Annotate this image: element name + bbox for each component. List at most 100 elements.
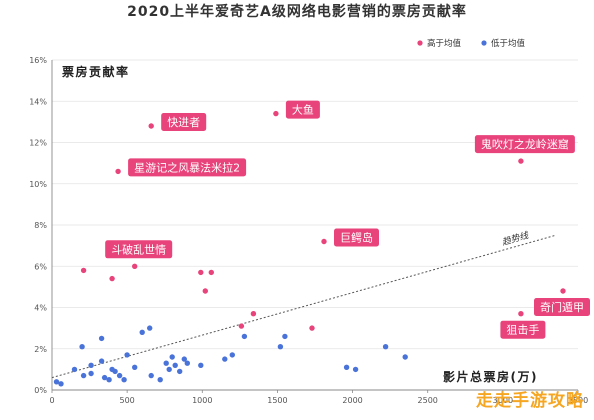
data-point-low (88, 370, 94, 377)
point-label: 鬼吹灯之龙岭迷窟 (474, 135, 575, 154)
data-point-low (184, 360, 190, 366)
y-axis-title: 票房贡献率 (62, 64, 130, 79)
trend-line (51, 234, 556, 379)
data-point-low (79, 344, 85, 350)
data-point-low (139, 329, 145, 335)
trend-line-label: 趋势线 (501, 230, 531, 248)
data-point-low (80, 372, 87, 379)
point-label-box (534, 298, 590, 316)
data-point-low (112, 368, 118, 375)
point-label: 巨鳄岛 (334, 228, 379, 247)
legend: 高于均值 低于均值 (417, 38, 526, 49)
point-label-box (500, 320, 546, 339)
data-point-low (148, 372, 154, 379)
data-point-low (282, 333, 288, 340)
data-point-low (229, 352, 235, 358)
point-label-text: 斗破乱世情 (111, 242, 166, 256)
data-point-low (98, 358, 105, 364)
y-tick-label: 16% (29, 56, 47, 65)
y-tick-label: 6% (34, 262, 47, 271)
data-point-low (382, 344, 389, 350)
data-point-high (250, 311, 257, 317)
data-point-high (208, 269, 214, 276)
y-tick-label: 10% (29, 180, 47, 189)
data-point-low (116, 372, 123, 379)
x-ticks: 0 500 1000 1500 2000 2500 3000 3500 (49, 390, 588, 405)
data-point-high (132, 263, 138, 269)
points (53, 110, 566, 387)
y-ticks: 0% 2% 4% 6% 8% 10% 12% 14% 16% (29, 56, 47, 395)
point-label: 星游记之风暴法米拉2 (128, 158, 247, 177)
data-point-low (241, 333, 248, 340)
data-point-low (198, 362, 204, 368)
data-point-low (172, 362, 178, 368)
chart-title: 2020上半年爱奇艺A级网络电影营销的票房贡献率 (127, 3, 467, 20)
point-label-text: 星游记之风暴法米拉2 (134, 160, 240, 174)
point-label-text: 奇门遁甲 (540, 300, 584, 314)
data-point-low (157, 377, 163, 383)
x-tick-label: 0 (49, 396, 54, 405)
y-tick-label: 4% (34, 304, 47, 313)
data-point-low (71, 366, 78, 373)
data-point-low (98, 335, 105, 342)
data-point-high (518, 158, 524, 164)
data-point-low (88, 362, 94, 368)
x-axis-title: 影片总票房(万) (443, 369, 538, 384)
data-point-low (402, 354, 408, 360)
legend-marker-high (417, 40, 423, 46)
data-point-low (147, 325, 153, 331)
data-point-high (560, 288, 566, 294)
data-point-low (58, 381, 64, 387)
x-tick-label: 1000 (192, 396, 212, 405)
x-tick-label: 500 (120, 396, 135, 405)
data-point-high (309, 325, 315, 331)
point-label-box (334, 228, 379, 247)
data-point-high (198, 269, 204, 276)
data-point-high (80, 267, 87, 274)
data-point-high (115, 168, 121, 175)
data-point-low (121, 377, 127, 383)
data-point-low (177, 368, 183, 375)
point-label-box (474, 135, 575, 154)
y-tick-label: 2% (34, 345, 47, 354)
data-point-low (352, 366, 359, 373)
watermark-text: 走走手游攻略 (476, 390, 584, 411)
data-point-low (343, 364, 350, 370)
legend-label-low: 低于均值 (491, 38, 526, 49)
data-point-low (222, 356, 228, 362)
point-label-text: 大鱼 (292, 103, 314, 117)
y-tick-label: 12% (29, 139, 47, 148)
data-point-high (273, 110, 279, 117)
point-label: 斗破乱世情 (105, 240, 173, 259)
data-point-low (169, 354, 175, 360)
point-label: 快进者 (161, 113, 207, 131)
x-tick-label: 2500 (418, 396, 438, 405)
point-label: 狙击手 (500, 320, 546, 339)
data-point-low (166, 366, 172, 373)
data-point-low (101, 374, 108, 381)
x-tick-label: 2000 (342, 396, 362, 405)
data-point-low (124, 352, 130, 358)
data-point-low (53, 379, 60, 385)
data-point-low (106, 377, 112, 383)
point-label-box (128, 158, 247, 177)
axes (51, 60, 578, 391)
point-label-box (285, 100, 320, 119)
point-label-text: 巨鳄岛 (340, 231, 373, 245)
point-label-box (105, 240, 173, 259)
data-point-high (148, 123, 154, 129)
data-point-low (132, 364, 138, 370)
data-point-low (181, 356, 187, 362)
point-label-text: 狙击手 (506, 323, 539, 337)
data-point-low (277, 344, 284, 350)
legend-marker-low (481, 40, 487, 46)
x-tick-label: 3500 (568, 396, 588, 405)
y-tick-label: 0% (34, 386, 47, 395)
point-label-box (161, 113, 207, 131)
y-tick-label: 8% (34, 221, 47, 230)
data-point-high (202, 288, 208, 294)
grid (52, 59, 578, 350)
point-label-text: 快进者 (167, 116, 200, 129)
watermark: 走走手游攻略 (476, 390, 584, 411)
